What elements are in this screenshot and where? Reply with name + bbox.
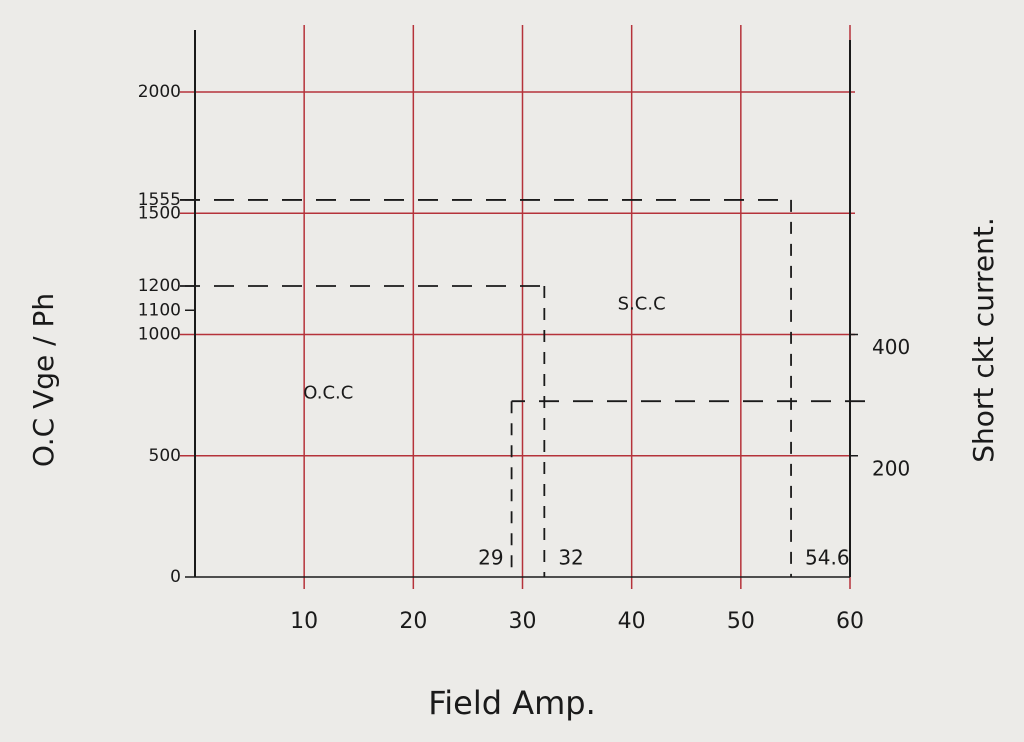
y2-tick-label: 400 (872, 335, 910, 359)
x-tick-label: 40 (618, 609, 646, 634)
series-label: S.C.C (618, 294, 666, 315)
annotation-label: 29 (478, 546, 503, 570)
y-tick-label: 1555 (138, 190, 181, 210)
x-tick-label: 30 (509, 609, 537, 634)
page: O.C Vge / Ph Short ckt current. Field Am… (0, 0, 1024, 742)
chart: O.C Vge / Ph Short ckt current. Field Am… (0, 0, 1024, 742)
series-label: O.C.C (303, 383, 353, 404)
x-tick-label: 20 (399, 609, 427, 634)
y-tick-label: 1200 (138, 276, 181, 296)
y-tick-label: 500 (149, 446, 181, 466)
x-tick-label: 50 (727, 609, 755, 634)
y-tick-label: 0 (170, 567, 181, 587)
y-tick-label: 1100 (138, 300, 181, 320)
annotation-label: 32 (558, 546, 583, 570)
x-axis-label: Field Amp. (428, 684, 596, 722)
annotation-label: 54.6 (805, 546, 850, 570)
y-tick-label: 1000 (138, 325, 181, 345)
x-tick-label: 60 (836, 609, 864, 634)
y-tick-label: 2000 (138, 82, 181, 102)
y-axis-label: O.C Vge / Ph (27, 293, 60, 467)
x-tick-label: 10 (290, 609, 318, 634)
y2-axis-label: Short ckt current. (967, 217, 1000, 462)
y2-tick-label: 200 (872, 456, 910, 480)
